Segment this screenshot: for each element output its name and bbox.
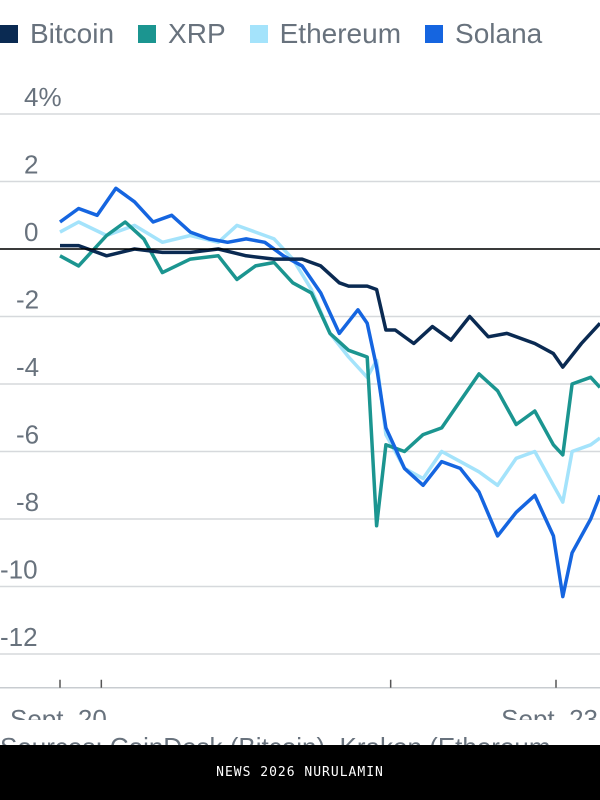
legend-item-solana: Solana <box>425 18 542 50</box>
legend-swatch <box>138 25 157 43</box>
y-tick-label: 2 <box>24 150 38 180</box>
series-line-xrp <box>59 220 600 528</box>
y-tick-label: 0 <box>24 217 38 247</box>
y-tick-label: -12 <box>0 622 38 652</box>
legend-item-xrp: XRP <box>138 18 226 50</box>
legend-swatch <box>0 25 18 43</box>
footer-text: NEWS 2026 NURULAMIN <box>216 765 384 780</box>
x-tick-label: Sept. 20 <box>10 704 107 720</box>
legend-label: Bitcoin <box>30 18 115 49</box>
legend-label: Solana <box>455 18 543 49</box>
series-line-solana <box>58 186 600 599</box>
footer-banner: NEWS 2026 NURULAMIN <box>0 745 600 800</box>
legend-item-bitcoin: Bitcoin <box>0 18 114 50</box>
legend-label: Ethereum <box>279 18 402 49</box>
chart-legend: Bitcoin XRP Ethereum Solana <box>0 14 566 54</box>
line-chart: 4% 2 0 -2 -4 -6 -8 -10 -12 Sept. 20 Sept. 23 <box>0 82 600 720</box>
legend-swatch <box>249 25 268 43</box>
y-tick-label: -4 <box>16 352 39 382</box>
series-line-bitcoin <box>60 243 600 369</box>
series-line-ethereum <box>59 220 600 504</box>
y-tick-label: -6 <box>16 420 39 450</box>
x-tick-label: Sept. 23 <box>501 704 598 720</box>
legend-label: XRP <box>168 18 226 49</box>
y-tick-label: -2 <box>16 285 39 315</box>
y-tick-label: -8 <box>16 487 39 517</box>
y-tick-label: 4% <box>24 82 62 112</box>
legend-swatch <box>425 25 444 43</box>
legend-item-ethereum: Ethereum <box>249 18 402 50</box>
y-tick-label: -10 <box>0 555 38 585</box>
